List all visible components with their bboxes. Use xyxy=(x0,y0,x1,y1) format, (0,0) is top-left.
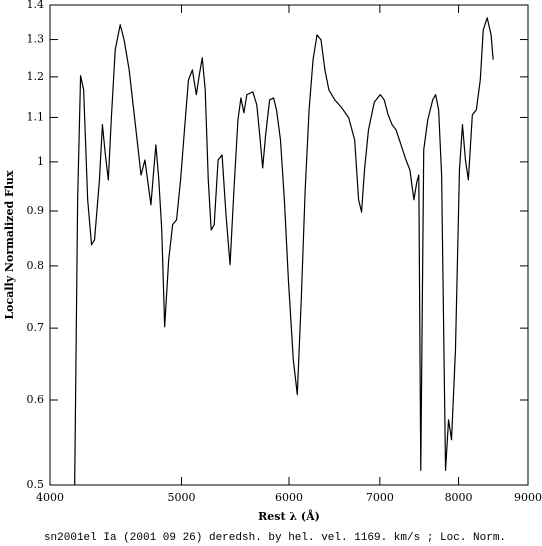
y-tick-label: 0.7 xyxy=(27,321,45,334)
y-tick-label: 1.4 xyxy=(27,0,45,11)
y-axis-label: Locally Normalized Flux xyxy=(3,170,16,320)
y-tick-label: 1.2 xyxy=(27,70,45,83)
y-tick-label: 1.3 xyxy=(27,33,45,46)
y-tick-label: 1 xyxy=(37,155,44,168)
y-tick-label: 0.5 xyxy=(27,478,45,491)
x-tick-label: 5000 xyxy=(168,491,196,504)
y-tick-label: 0.9 xyxy=(27,204,45,217)
plot-frame xyxy=(49,4,529,486)
x-tick-label: 4000 xyxy=(36,491,64,504)
x-tick-label: 9000 xyxy=(514,491,542,504)
x-axis-label: Rest λ (Å) xyxy=(258,509,320,523)
y-tick-label: 0.6 xyxy=(27,393,45,406)
y-tick-label: 0.8 xyxy=(27,259,45,272)
x-tick-label: 7000 xyxy=(366,491,394,504)
y-tick-label: 1.1 xyxy=(27,110,45,123)
x-tick-label: 8000 xyxy=(445,491,473,504)
chart-title: sn2001el Ia (2001 09 26) deredsh. by hel… xyxy=(44,532,506,544)
x-tick-label: 6000 xyxy=(275,491,303,504)
spectrum-line xyxy=(74,17,494,486)
